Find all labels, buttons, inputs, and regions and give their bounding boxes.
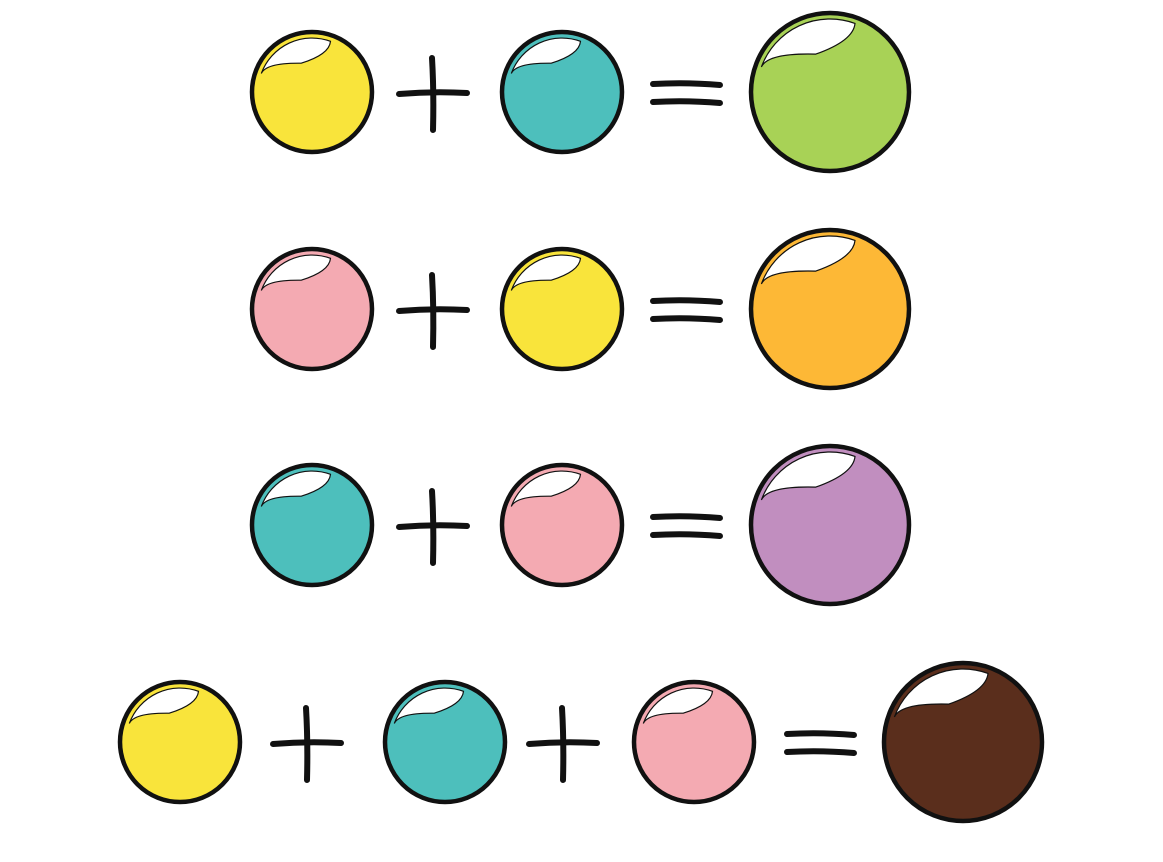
plus-sign bbox=[396, 272, 470, 350]
equals-sign bbox=[650, 80, 723, 106]
teal-ball bbox=[499, 29, 625, 155]
highlight-shine bbox=[510, 254, 582, 291]
yellow-ball bbox=[117, 679, 243, 805]
brown-result-ball bbox=[881, 660, 1045, 824]
highlight-shine bbox=[128, 687, 200, 724]
plus-sign bbox=[270, 705, 344, 783]
plus-sign bbox=[396, 55, 470, 133]
yellow-ball bbox=[249, 29, 375, 155]
pink-ball bbox=[631, 679, 757, 805]
highlight-shine bbox=[760, 18, 856, 68]
plus-sign bbox=[396, 488, 470, 566]
equals-sign bbox=[784, 730, 857, 756]
highlight-shine bbox=[760, 451, 856, 501]
purple-result-ball bbox=[748, 443, 912, 607]
highlight-shine bbox=[760, 235, 856, 285]
teal-ball bbox=[382, 679, 508, 805]
highlight-shine bbox=[260, 470, 332, 507]
pink-ball bbox=[499, 462, 625, 588]
equals-sign bbox=[650, 297, 723, 323]
highlight-shine bbox=[260, 37, 332, 74]
highlight-shine bbox=[893, 668, 989, 718]
yellow-ball bbox=[499, 246, 625, 372]
teal-ball bbox=[249, 462, 375, 588]
highlight-shine bbox=[260, 254, 332, 291]
pink-ball bbox=[249, 246, 375, 372]
equation-row-3 bbox=[249, 443, 912, 607]
equation-row-2 bbox=[249, 227, 912, 391]
equation-row-4 bbox=[117, 660, 1045, 824]
orange-result-ball bbox=[748, 227, 912, 391]
equals-sign bbox=[650, 513, 723, 539]
highlight-shine bbox=[510, 470, 582, 507]
green-result-ball bbox=[748, 10, 912, 174]
equation-row-1 bbox=[249, 10, 912, 174]
highlight-shine bbox=[510, 37, 582, 74]
plus-sign bbox=[526, 705, 600, 783]
highlight-shine bbox=[642, 687, 714, 724]
highlight-shine bbox=[393, 687, 465, 724]
